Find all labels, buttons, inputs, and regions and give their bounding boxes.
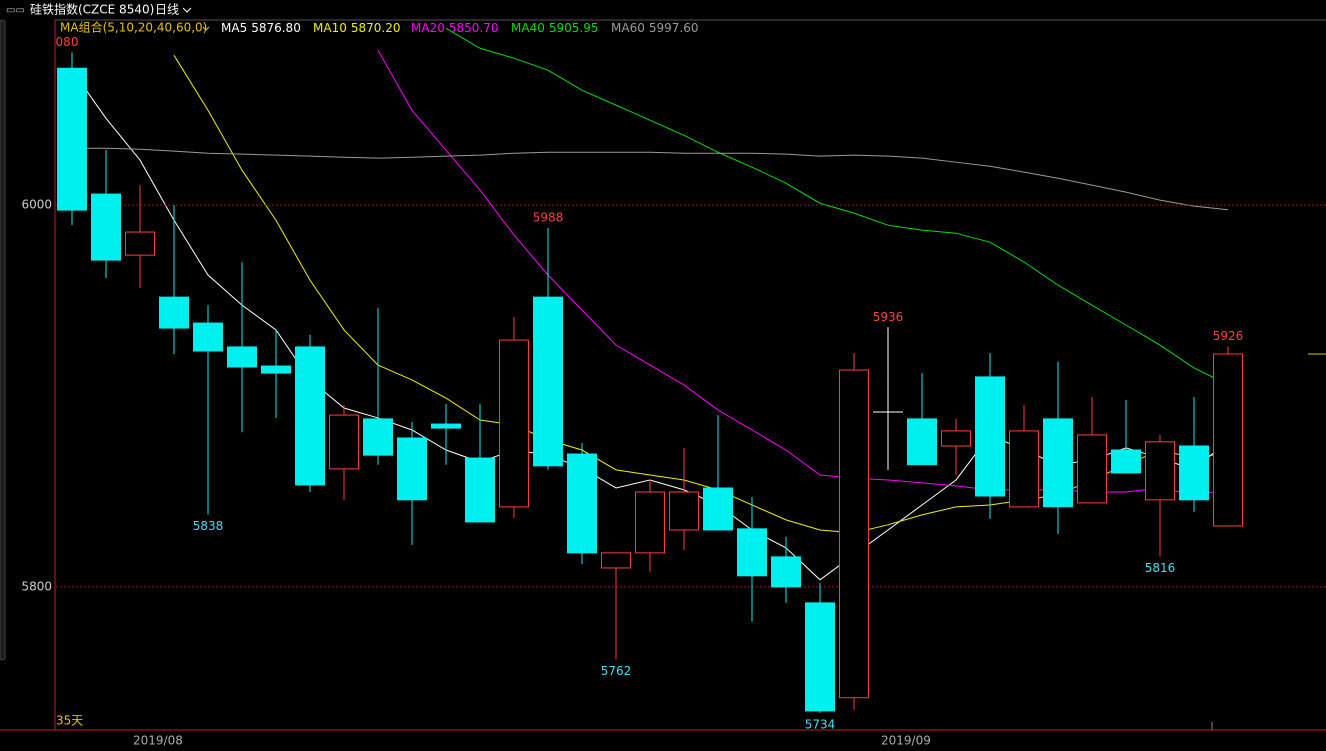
low-label: 5734 — [805, 717, 836, 731]
candle-body — [91, 193, 121, 261]
candle-body — [1009, 430, 1039, 508]
candle-body — [329, 414, 359, 470]
candle-body — [907, 418, 937, 466]
candle-body — [703, 487, 733, 531]
legend-value: 5876.80 — [251, 21, 301, 35]
legend-value: 5850.70 — [449, 21, 499, 35]
x-tick-label: 2019/09 — [881, 734, 931, 748]
indicator-chevron[interactable] — [202, 26, 210, 31]
candle-body — [1111, 449, 1141, 474]
y-tick-label: 6000 — [21, 198, 52, 212]
legend-name: MA40 — [511, 21, 545, 35]
legend-entry: MA5 5876.80 — [221, 21, 301, 35]
candle-body — [1077, 434, 1107, 504]
candle-body — [159, 296, 189, 329]
candle-body — [635, 491, 665, 554]
legend-name: MA5 — [221, 21, 247, 35]
candle-body — [57, 67, 87, 211]
candle-body — [1179, 445, 1209, 501]
legend-name: MA10 — [313, 21, 347, 35]
candle-body — [941, 430, 971, 447]
side-handle — [0, 19, 6, 661]
chart-title: 硅铁指数(CZCE 8540) — [30, 2, 154, 17]
period-chevron[interactable] — [182, 7, 192, 13]
candle-body — [1145, 441, 1175, 501]
candle-body — [125, 231, 155, 256]
legend-entry: MA20 5850.70 — [411, 21, 498, 35]
legend-name: MA20 — [411, 21, 445, 35]
candle-body — [397, 437, 427, 501]
candle-body — [499, 339, 529, 508]
legend-name: MA60 — [611, 21, 645, 35]
x-tick-label: 2019/08 — [133, 734, 183, 748]
high-label: 5988 — [533, 211, 564, 225]
period-selector[interactable]: 日线 — [155, 3, 179, 17]
candle-body — [193, 322, 223, 352]
candle-body — [601, 552, 631, 569]
y-tick-label: 5800 — [21, 579, 52, 593]
high-label: 5926 — [1213, 329, 1244, 343]
legend-value: 5997.60 — [649, 21, 699, 35]
window-icon[interactable]: ▭▭ — [6, 5, 25, 16]
low-label: 5762 — [601, 664, 632, 678]
toolbar — [0, 0, 1326, 20]
low-label: 5838 — [193, 519, 224, 533]
legend-value: 5905.95 — [549, 21, 599, 35]
candle-body — [567, 453, 597, 554]
legend-entry: MA40 5905.95 — [511, 21, 598, 35]
candle-body — [363, 418, 393, 456]
legend-entry: MA60 5997.60 — [611, 21, 698, 35]
low-label: 5816 — [1145, 561, 1176, 575]
candle-body — [975, 376, 1005, 497]
candle-body — [669, 491, 699, 531]
candle-body — [1043, 418, 1073, 508]
candle-body — [431, 423, 461, 429]
legend-value: 5870.20 — [351, 21, 401, 35]
high-label: 080 — [56, 35, 79, 49]
high-label: 5936 — [873, 310, 904, 324]
candle-body — [261, 365, 291, 374]
ma-line — [445, 27, 1229, 386]
indicator-label[interactable]: MA组合(5,10,20,40,60,0) — [60, 20, 207, 35]
candle-body — [465, 457, 495, 523]
candle-body — [737, 528, 767, 577]
candle-body — [533, 296, 563, 467]
candle-body — [805, 602, 835, 712]
candle-body — [771, 556, 801, 588]
legend-entry: MA10 5870.20 — [313, 21, 400, 35]
candle-body — [295, 346, 325, 486]
candle-body — [839, 369, 869, 699]
candle-body — [227, 346, 257, 368]
candle-body — [1213, 353, 1243, 527]
ma-line — [72, 147, 1229, 211]
count-label: 35天 — [56, 714, 83, 728]
